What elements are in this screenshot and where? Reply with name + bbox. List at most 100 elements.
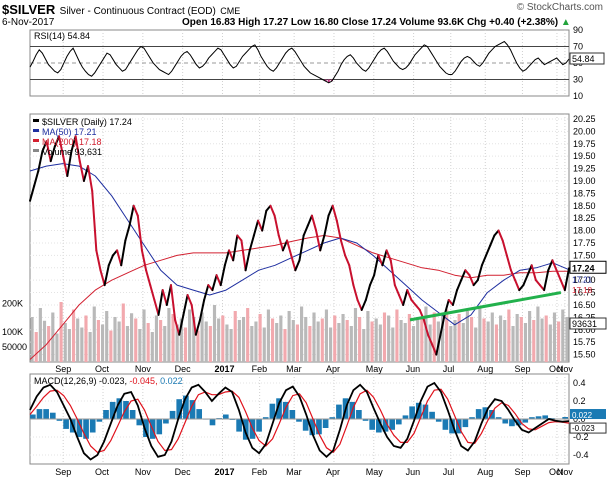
macd-histogram-bar: [309, 419, 316, 436]
macd-histogram-bar: [116, 398, 123, 419]
price-segment: [261, 209, 268, 232]
macd-histogram-bar: [495, 417, 502, 419]
macd-x-label: Jun: [406, 467, 421, 477]
macd-histogram-bar: [562, 417, 568, 419]
volume-bar: [440, 315, 445, 362]
main-x-label: Nov: [135, 364, 152, 374]
volume-bar: [395, 309, 399, 362]
price-segment: [323, 214, 330, 237]
volume-bar: [105, 311, 109, 362]
macd-histogram-bar: [89, 419, 96, 433]
price-segment: [514, 279, 521, 292]
main-x-label: 2017: [214, 364, 234, 374]
volume-bar: [233, 311, 237, 362]
volume-bar: [540, 318, 544, 362]
macd-histogram-bar: [183, 395, 189, 419]
rsi-tick-label: 70: [573, 42, 583, 52]
price-segment: [178, 313, 185, 336]
volume-bar: [80, 327, 84, 362]
macd-histogram-bar: [402, 415, 409, 419]
close-badge-text: 17.24: [572, 263, 595, 273]
price-tick-label: 19.50: [573, 151, 596, 161]
price-segment: [518, 284, 525, 292]
volume-bar: [188, 309, 192, 362]
macd-histogram-bar: [415, 402, 422, 419]
volume-bar: [59, 302, 63, 362]
volume-bar: [482, 318, 486, 362]
macd-histogram-bar: [329, 417, 336, 419]
macd-histogram-bar: [262, 417, 269, 419]
credit[interactable]: © StockCharts.com: [516, 2, 603, 13]
price-segment: [377, 254, 384, 267]
macd-histogram-bar: [429, 411, 435, 419]
volume-bar: [34, 332, 38, 362]
macd-histogram-bar: [356, 410, 362, 419]
volume-bar: [47, 326, 51, 362]
volume-bar: [453, 320, 457, 362]
price-tick-label: 20.25: [573, 114, 596, 124]
volume-bar: [337, 323, 341, 362]
volume-bar: [490, 312, 494, 362]
price-segment: [219, 264, 226, 287]
volume-bar: [275, 323, 279, 362]
macd-histogram-bar: [296, 419, 302, 422]
legend-swatch: [33, 129, 39, 132]
price-segment: [352, 284, 359, 301]
ma200-badge-text: 17.18: [572, 286, 593, 295]
legend-label: Volume 93,631: [42, 147, 102, 157]
price-segment: [435, 333, 442, 356]
price-tick-label: 16.50: [573, 300, 596, 310]
price-segment: [70, 135, 77, 153]
volume-tick-label: 100K: [2, 327, 23, 337]
volume-bar: [511, 326, 515, 362]
quote-text: Open 16.83 High 17.27 Low 16.80 Close 17…: [182, 17, 559, 28]
macd-histogram-bar: [136, 419, 143, 426]
price-segment: [389, 259, 396, 287]
volume-bar: [316, 321, 320, 362]
volume-bar: [225, 324, 229, 362]
macd-histogram-bar: [49, 412, 56, 419]
volume-bar: [130, 313, 134, 362]
volume-bar: [561, 309, 565, 362]
rsi-panel: RSI(14) 54.84: [29, 31, 570, 84]
price-tick-label: 19.25: [573, 164, 596, 174]
volume-bar: [291, 320, 295, 362]
price-segment: [286, 239, 293, 257]
price-segment: [530, 264, 537, 282]
legend-label: MA(50) 17.21: [42, 127, 97, 137]
macd-histogram-bar: [302, 419, 309, 431]
macd-histogram-bar: [449, 419, 455, 434]
price-tick-label: 16.75: [573, 288, 596, 298]
macd-histogram-bar: [462, 419, 469, 428]
macd-histogram-bar: [36, 409, 43, 419]
macd-hist-badge-text: 0.022: [572, 411, 593, 420]
macd-histogram-bar: [196, 409, 203, 419]
price-tick-label: 16.25: [573, 312, 596, 322]
price-segment: [505, 254, 512, 272]
volume-bar: [428, 324, 432, 362]
volume-bar: [254, 321, 258, 362]
symbol: $SILVER: [2, 2, 56, 17]
price-segment: [526, 264, 533, 277]
legend-label: MA(200) 17.18: [42, 137, 102, 147]
macd-panel: MACD(12,26,9) -0.023, -0.045, 0.022: [29, 376, 570, 461]
macd-histogram-bar: [362, 419, 369, 421]
volume-bar: [320, 318, 324, 362]
volume-bar: [552, 312, 557, 362]
price-segment: [319, 234, 326, 252]
volume-bar: [532, 320, 536, 362]
price-segment: [302, 224, 309, 237]
macd-histogram-bar: [509, 419, 515, 427]
price-segment: [439, 313, 446, 336]
up-arrow-icon: ▲: [560, 17, 571, 28]
price-segment: [149, 284, 156, 301]
volume-bar: [523, 323, 528, 362]
volume-bar: [279, 315, 283, 362]
macd-histogram-bar: [542, 415, 549, 419]
price-segment: [240, 239, 247, 272]
price-segment: [132, 204, 139, 217]
macd-histogram-bar: [256, 419, 262, 432]
macd-histogram-bar: [469, 417, 475, 419]
volume-bar: [358, 317, 362, 362]
